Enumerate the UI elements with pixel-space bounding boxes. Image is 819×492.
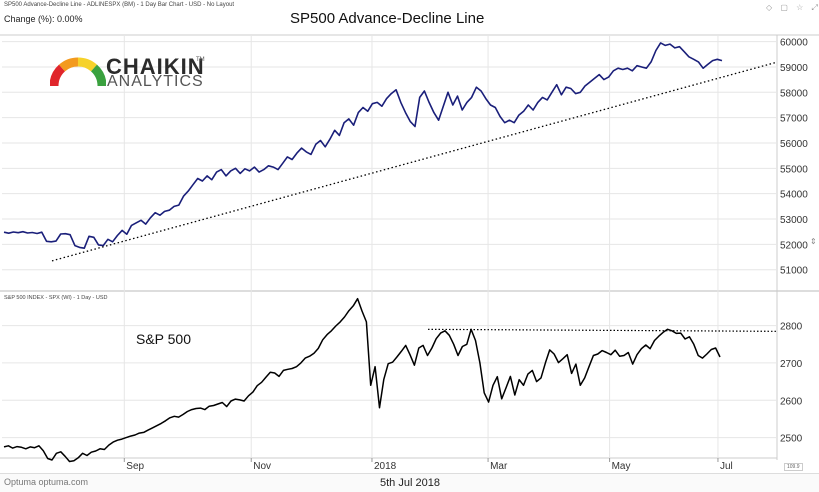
optuma-brand[interactable]: Optuma optuma.com	[4, 477, 89, 487]
chart-title: SP500 Advance-Decline Line	[290, 10, 485, 27]
window-control-icons[interactable]: ◇ ▢ ☆ ⤢	[766, 3, 819, 12]
chaikin-logo: CHAIKIN TM ANALYTICS	[49, 54, 205, 92]
logo-text-secondary: ANALYTICS	[107, 73, 204, 90]
gauge-icon	[49, 57, 107, 87]
y-tick-label: 2500	[780, 434, 803, 445]
x-tick-label: Sep	[126, 461, 144, 472]
cursor-date-readout: 5th Jul 2018	[380, 477, 440, 489]
spx-series	[3, 297, 721, 463]
y-tick-label: 59000	[780, 63, 808, 74]
ad-line-series	[3, 42, 723, 249]
change-percent-label: Change (%): 0.00%	[4, 14, 83, 24]
chart-canvas: Sep Nov 2018 Mar May Jul 51000 52000 53000 54000 5…	[0, 34, 819, 472]
y-tick-label: 58000	[780, 88, 808, 99]
expand-panel-icon[interactable]: ⇕	[810, 237, 817, 246]
y-tick-label: 2700	[780, 359, 803, 370]
y-tick-label: 51000	[780, 266, 808, 277]
x-tick-label: Jul	[720, 461, 733, 472]
y-tick-label: 56000	[780, 139, 808, 150]
y-tick-label: 2600	[780, 396, 803, 407]
x-tick-label: 2018	[374, 461, 397, 472]
x-tick-label: Nov	[253, 461, 271, 472]
y-tick-label: 55000	[780, 164, 808, 175]
y-tick-label: 52000	[780, 240, 808, 251]
spx-annotation-label: S&P 500	[136, 331, 192, 347]
zoom-indicator[interactable]: 109.9	[784, 463, 803, 471]
chart-info-header: SP500 Advance-Decline Line - ADLINESPX (…	[4, 2, 235, 8]
logo-trademark: TM	[196, 57, 205, 63]
y-tick-label: 53000	[780, 215, 808, 226]
y-tick-label: 57000	[780, 114, 808, 125]
x-tick-label: May	[612, 461, 631, 472]
lower-panel-header: S&P 500 INDEX - SPX (WI) - 1 Day - USD	[4, 295, 108, 301]
footer-bar: Optuma optuma.com 5th Jul 2018	[0, 473, 819, 492]
logo-text-primary: CHAIKIN	[106, 54, 205, 79]
y-tick-label: 60000	[780, 38, 808, 49]
x-tick-label: Mar	[490, 461, 508, 472]
y-tick-label: 54000	[780, 190, 808, 201]
y-tick-label: 2800	[780, 322, 803, 333]
spx-resistance-line	[427, 328, 777, 332]
ad-trendline	[51, 61, 777, 262]
